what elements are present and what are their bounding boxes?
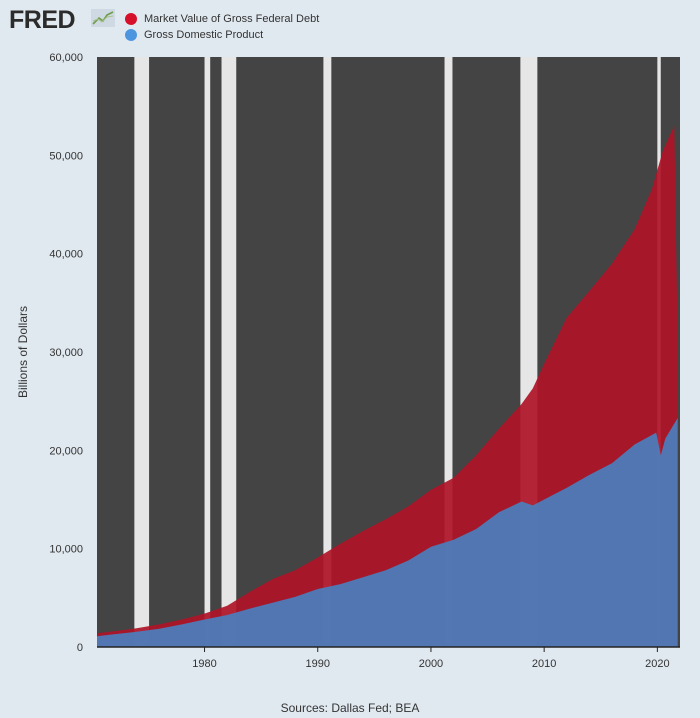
legend-item-debt[interactable]: Market Value of Gross Federal Debt <box>125 11 319 27</box>
y-tick-label-5: 50,000 <box>49 150 83 162</box>
legend: Market Value of Gross Federal Debt Gross… <box>125 11 319 43</box>
y-tick-label-1: 10,000 <box>49 544 83 556</box>
legend-label-gdp: Gross Domestic Product <box>144 29 264 41</box>
recession-band-2 <box>221 57 237 647</box>
legend-item-gdp[interactable]: Gross Domestic Product <box>125 27 319 43</box>
recession-band-1 <box>204 57 211 647</box>
y-tick-label-2: 20,000 <box>49 445 83 457</box>
y-tick-label-6: 60,000 <box>49 52 83 64</box>
legend-label-debt: Market Value of Gross Federal Debt <box>144 13 320 25</box>
x-tick-label-1: 1990 <box>306 658 330 670</box>
trend-line-icon <box>91 9 115 27</box>
x-tick-label-0: 1980 <box>192 658 216 670</box>
legend-marker-gdp <box>125 29 137 41</box>
source-note: Sources: Dallas Fed; BEA <box>280 701 420 715</box>
y-tick-label-0: 0 <box>77 642 83 654</box>
series-area-1 <box>97 417 678 647</box>
y-axis-label: Billions of Dollars <box>16 306 30 398</box>
x-tick-label-4: 2020 <box>645 658 669 670</box>
x-tick-label-3: 2010 <box>532 658 556 670</box>
fred-logo[interactable]: FRED <box>9 6 76 34</box>
recession-band-0 <box>134 57 150 647</box>
legend-marker-debt <box>125 13 137 25</box>
x-tick-label-2: 2000 <box>419 658 443 670</box>
y-tick-label-4: 40,000 <box>49 249 83 261</box>
recession-band-4 <box>444 57 453 647</box>
recession-band-3 <box>323 57 332 647</box>
y-tick-label-3: 30,000 <box>49 347 83 359</box>
chart-header: FRED Market Value of Gross Federal Debt … <box>0 0 700 48</box>
